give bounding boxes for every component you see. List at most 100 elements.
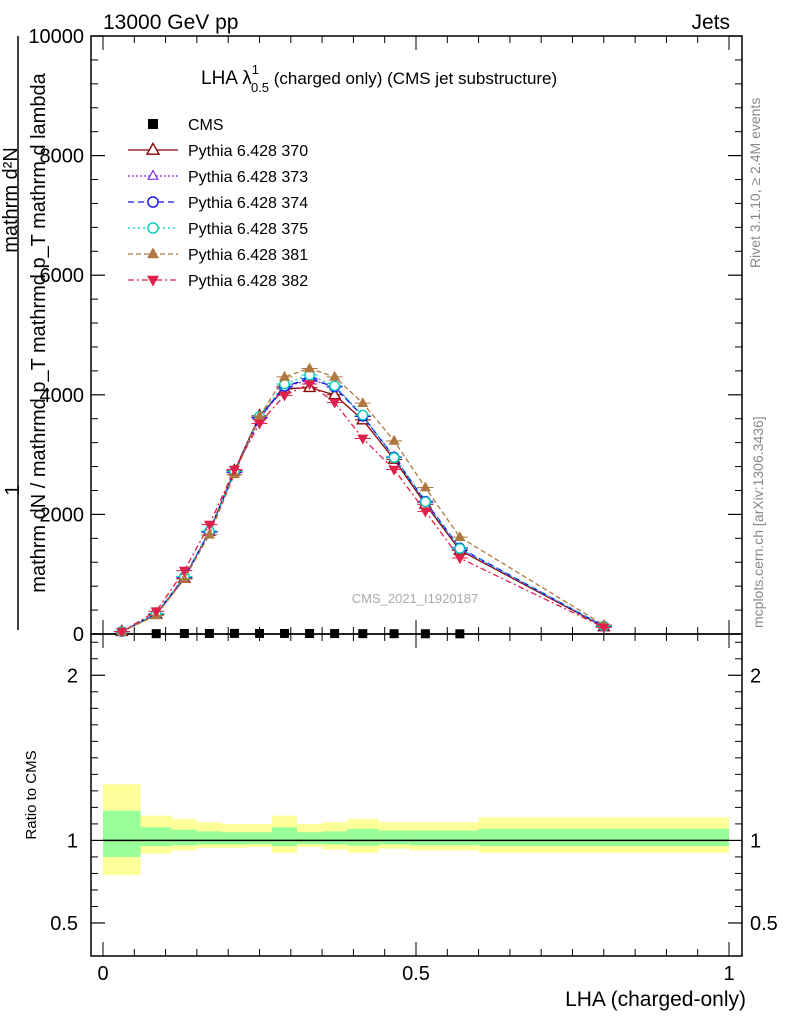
point-p382 <box>254 419 265 430</box>
point-p382 <box>329 398 341 409</box>
point-cms <box>358 629 368 639</box>
ratio-inner-band <box>103 810 141 857</box>
point-p382 <box>304 380 316 391</box>
point-p382 <box>419 507 431 518</box>
x-tick-label: 0.5 <box>402 963 430 985</box>
series-p381 <box>113 362 612 636</box>
legend-marker-p382 <box>147 275 159 287</box>
point-p375 <box>420 496 431 508</box>
legend-label-p381: Pythia 6.428 381 <box>188 247 308 264</box>
legend-label-p375: Pythia 6.428 375 <box>188 221 308 238</box>
legend-label-cms: CMS <box>188 117 224 134</box>
ratio-inner-band <box>322 831 348 845</box>
point-p382 <box>279 391 291 402</box>
ratio-uncertainty-bands <box>103 784 729 876</box>
x-axis-label: LHA (charged-only) <box>565 988 746 1011</box>
point-p381 <box>279 370 291 381</box>
ratio-y-tick-label-right: 1 <box>750 830 761 852</box>
point-cms <box>229 628 239 638</box>
point-p375 <box>279 378 290 390</box>
point-p382 <box>116 627 128 638</box>
point-p381 <box>254 410 265 421</box>
title-sub: 0.5 <box>251 80 269 95</box>
energy-label: 13000 GeV pp <box>103 11 238 34</box>
point-p375 <box>357 409 369 421</box>
ratio-y-tick-label-left: 0.5 <box>50 913 78 935</box>
x-tick-label: 1 <box>723 963 734 985</box>
mcplots-label: mcplots.cern.ch [arXiv:1306.3436] <box>750 416 766 628</box>
legend-label-p382: Pythia 6.428 382 <box>188 273 308 290</box>
point-p370 <box>327 387 342 400</box>
ratio-inner-band <box>297 832 323 845</box>
ratio-inner-band <box>409 830 442 846</box>
legend-label-p373: Pythia 6.428 373 <box>188 169 308 186</box>
main-y-tick-label: 8000 <box>40 146 85 168</box>
plot-title: LHA λ1 0.5 (charged only) (CMS jet substr… <box>201 62 557 95</box>
point-p381 <box>388 434 400 445</box>
point-cms <box>255 628 264 638</box>
point-cms <box>280 628 290 638</box>
ratio-inner-band <box>441 830 479 846</box>
point-p382 <box>388 465 400 476</box>
ratio-inner-band <box>196 831 222 845</box>
y-label-top: mathrm d²N <box>0 147 22 253</box>
point-cms <box>330 629 340 639</box>
ratio-inner-band <box>272 827 298 847</box>
point-p382 <box>357 434 369 445</box>
point-cms <box>204 628 214 638</box>
series-cms <box>151 628 465 639</box>
point-cms <box>389 629 399 639</box>
point-p382 <box>203 520 215 531</box>
legend-marker-p375 <box>147 222 159 234</box>
process-label: Jets <box>691 11 730 34</box>
point-cms <box>455 629 465 639</box>
point-p382 <box>150 607 162 618</box>
title-rest: (charged only) (CMS jet substructure) <box>269 69 557 88</box>
point-p375 <box>454 543 466 554</box>
point-p382 <box>228 465 240 476</box>
legend-marker-p374 <box>147 196 159 208</box>
point-cms <box>151 629 161 639</box>
ratio-inner-band <box>140 827 172 847</box>
title-sup: 1 <box>252 62 259 77</box>
main-y-tick-label: 2000 <box>40 504 85 526</box>
main-y-tick-label: 10000 <box>28 26 84 48</box>
analysis-watermark: CMS_2021_I1920187 <box>352 591 479 606</box>
series-line-p382 <box>121 383 605 633</box>
ratio-inner-band <box>378 830 410 845</box>
main-y-axis-label: 1 mathrm d²N mathrm dN / mathrmd p_T mat… <box>0 36 50 630</box>
y-label-numerator: 1 <box>2 484 24 495</box>
ratio-y-tick-label-left: 1 <box>67 830 78 852</box>
main-y-tick-label: 4000 <box>40 385 85 407</box>
legend-label-p370: Pythia 6.428 370 <box>188 143 308 160</box>
x-tick-label: 0 <box>97 963 108 985</box>
point-p381 <box>178 572 190 583</box>
ratio-inner-band <box>171 829 197 846</box>
title-main: LHA λ <box>201 68 252 89</box>
ratio-y-tick-label-right: 2 <box>750 665 761 687</box>
point-p375 <box>329 380 340 392</box>
ratio-plot-frame <box>90 633 743 957</box>
series-line-p375 <box>121 374 605 633</box>
point-cms <box>179 629 189 639</box>
rivet-label: Rivet 3.1.10, ≥ 2.4M events <box>747 98 763 268</box>
point-p382 <box>178 566 190 577</box>
axes-ticks: 0 2000 4000 6000 8000 10000 0 0.5 1 0.5 0.5 1 1 2 2 <box>28 26 777 985</box>
legend: CMS Pythia 6.428 370 Pythia 6.428 373 Pythi… <box>128 117 308 290</box>
series-line-p381 <box>121 367 605 633</box>
point-p381 <box>357 397 369 408</box>
legend-marker-cms <box>148 119 158 129</box>
ratio-inner-band <box>347 828 379 846</box>
ratio-y-axis-label: Ratio to CMS <box>23 750 40 839</box>
ratio-y-tick-label-left: 2 <box>67 665 78 687</box>
main-y-tick-label: 6000 <box>40 265 85 287</box>
point-p382 <box>454 554 466 565</box>
series-p382 <box>113 380 612 638</box>
point-p381 <box>329 370 341 381</box>
point-p381 <box>304 362 316 373</box>
point-p381 <box>454 531 466 541</box>
y-label-denominator: mathrm dN / mathrmd p_T mathrmd p_T math… <box>28 72 50 592</box>
point-cms <box>305 629 315 639</box>
point-p375 <box>388 452 400 463</box>
